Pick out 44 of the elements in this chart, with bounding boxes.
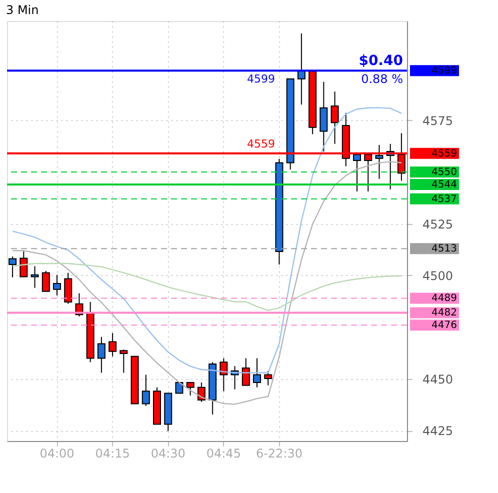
y-tick-label: 4425 [422,424,454,438]
y-tick-label: 4575 [422,114,454,128]
chart-title: 3 Min [6,3,39,17]
annotation: 4599 [247,72,275,86]
annotation: 0.88 % [361,72,403,86]
candlestick [64,272,72,304]
candlestick [120,349,128,374]
ref-line-label: 4599 [432,66,457,77]
candlestick [186,382,194,396]
candlestick [375,144,384,180]
ref-line-label: 4559 [432,148,457,160]
candlestick [8,256,17,278]
candlestick [42,270,50,292]
candlestick [30,266,39,288]
x-tick-label: 04:00 [40,446,74,460]
ref-line-label: 4513 [432,244,457,255]
candlestick [197,382,206,402]
candlestick [253,358,261,388]
candlestick [108,332,117,357]
candlestick [220,358,228,392]
candlestick [97,336,106,374]
candlestick [330,91,339,144]
ref-line-label: 4489 [432,293,457,304]
y-tick-label: 4450 [422,372,454,386]
y-tick-label: 4525 [422,217,454,232]
ref-line-label: 4544 [432,179,457,190]
x-tick-label: 6-22:30 [256,446,302,460]
candlestick [353,154,361,192]
ref-line-label: 4550 [432,167,457,178]
ref-line-label: 4476 [432,320,457,332]
ref-line-label: 4537 [432,194,457,205]
annotation: 4559 [247,137,275,150]
annotation: $0.40 [358,53,404,69]
ref-line-label: 4482 [432,308,457,319]
candlestick [320,81,328,152]
candlestick [242,358,250,386]
candlestick [53,274,61,296]
candlestick [264,370,272,386]
x-tick-label: 04:30 [150,446,186,460]
candlestick [20,250,28,278]
candlestick [142,374,150,406]
y-tick-label: 4500 [422,268,454,283]
x-tick-label: 04:45 [206,446,241,460]
x-tick-label: 04:15 [95,446,130,460]
